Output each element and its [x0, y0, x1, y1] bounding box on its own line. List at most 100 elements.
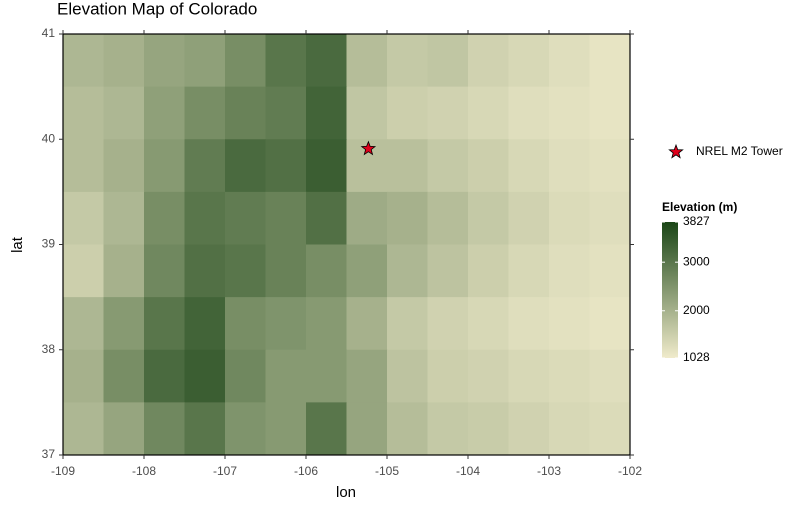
raster-cell [63, 139, 104, 192]
raster-cell [144, 402, 185, 455]
raster-cell [185, 245, 226, 298]
raster-cell [185, 139, 226, 192]
raster-cell [468, 34, 509, 87]
raster-cell [225, 297, 266, 350]
raster-cell [428, 192, 469, 245]
raster-cell [185, 402, 226, 455]
raster-cell [266, 87, 307, 140]
x-tick-label: -103 [537, 464, 561, 478]
chart-title: Elevation Map of Colorado [57, 0, 257, 18]
raster-cell [144, 297, 185, 350]
raster-cell [347, 192, 388, 245]
raster-cell [347, 245, 388, 298]
raster-cell [428, 87, 469, 140]
raster-cell [549, 297, 590, 350]
raster-cell [428, 297, 469, 350]
legend-marker [669, 145, 682, 158]
raster-cell [509, 297, 550, 350]
raster-cell [104, 350, 145, 403]
raster-cell [306, 350, 347, 403]
raster-cell [387, 139, 428, 192]
raster-cell [347, 87, 388, 140]
raster-cell [549, 192, 590, 245]
raster-cell [387, 402, 428, 455]
raster-cell [306, 34, 347, 87]
legend-label: NREL M2 Tower [696, 144, 783, 158]
raster-cell [185, 350, 226, 403]
y-tick-label: 37 [42, 447, 56, 461]
x-axis-title: lon [336, 484, 356, 501]
raster-cell [468, 139, 509, 192]
raster-cell [509, 245, 550, 298]
raster-cell [590, 87, 631, 140]
colorbar-title: Elevation (m) [662, 200, 737, 214]
raster-cell [63, 34, 104, 87]
raster-cell [590, 192, 631, 245]
x-tick-label: -105 [375, 464, 399, 478]
raster-cell [509, 192, 550, 245]
raster-cell [428, 245, 469, 298]
raster-cell [509, 350, 550, 403]
colorbar-label: 1028 [683, 350, 710, 364]
raster-cell [266, 297, 307, 350]
raster-cell [266, 192, 307, 245]
raster-cell [63, 87, 104, 140]
raster-cell [104, 402, 145, 455]
raster-cell [104, 139, 145, 192]
raster-cell [509, 34, 550, 87]
x-tick-label: -104 [456, 464, 480, 478]
raster-cell [185, 297, 226, 350]
colorbar [662, 222, 678, 358]
raster-cell [549, 87, 590, 140]
raster-cell [387, 34, 428, 87]
raster-cell [225, 139, 266, 192]
x-tick-label: -102 [618, 464, 642, 478]
raster-cell [225, 87, 266, 140]
x-tick-label: -109 [51, 464, 75, 478]
raster-cell [144, 34, 185, 87]
raster-cell [509, 139, 550, 192]
raster-cell [347, 402, 388, 455]
raster-cell [144, 139, 185, 192]
x-tick-label: -106 [294, 464, 318, 478]
raster-cell [509, 402, 550, 455]
raster-cell [306, 297, 347, 350]
y-tick-label: 38 [42, 342, 56, 356]
chart: Elevation Map of Colorado lon lat Elevat… [0, 0, 802, 505]
raster-cell [144, 350, 185, 403]
raster-cell [549, 402, 590, 455]
raster-cell [468, 350, 509, 403]
raster-cell [306, 245, 347, 298]
raster-cell [266, 139, 307, 192]
raster-cell [104, 297, 145, 350]
raster-cell [468, 297, 509, 350]
raster-cell [185, 34, 226, 87]
raster-cell [428, 402, 469, 455]
raster-cell [347, 34, 388, 87]
raster-cell [144, 245, 185, 298]
raster-cell [266, 402, 307, 455]
x-tick-label: -108 [132, 464, 156, 478]
raster-cell [306, 87, 347, 140]
raster-cell [549, 139, 590, 192]
raster-cell [225, 402, 266, 455]
raster-cell [387, 192, 428, 245]
raster-cell [266, 350, 307, 403]
raster-cell [144, 192, 185, 245]
raster-cell [387, 297, 428, 350]
raster-cell [144, 87, 185, 140]
colorbar-label: 2000 [683, 303, 710, 317]
raster-cell [428, 34, 469, 87]
raster-cell [104, 245, 145, 298]
raster-cell [549, 350, 590, 403]
raster-cell [387, 87, 428, 140]
colorbar-label: 3827 [683, 214, 710, 228]
raster-cell [428, 139, 469, 192]
raster-cell [63, 402, 104, 455]
raster-cell [428, 350, 469, 403]
raster-cell [468, 402, 509, 455]
raster-cell [509, 87, 550, 140]
raster-cell [306, 402, 347, 455]
raster-cell [104, 87, 145, 140]
raster-cell [266, 34, 307, 87]
